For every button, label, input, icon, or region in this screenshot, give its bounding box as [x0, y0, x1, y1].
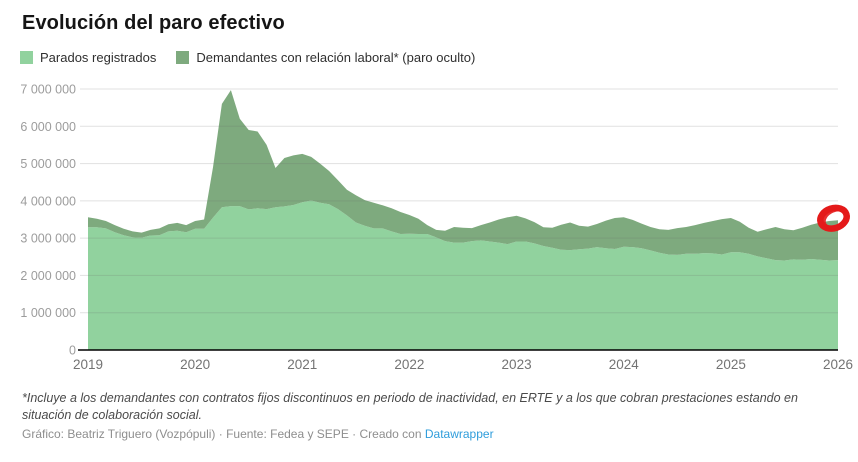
legend-swatch-light-green [20, 51, 33, 64]
chart-title: Evolución del paro efectivo [22, 12, 285, 34]
area-series [88, 90, 838, 350]
svg-text:2025: 2025 [716, 357, 746, 372]
y-axis-labels: 0 1 000 000 2 000 000 3 000 000 4 000 000 5 0… [20, 83, 76, 358]
legend-label-parados: Parados registrados [40, 50, 157, 65]
svg-text:2021: 2021 [287, 357, 317, 372]
svg-text:2024: 2024 [609, 357, 640, 372]
svg-text:2 000 000: 2 000 000 [20, 269, 76, 283]
svg-text:6 000 000: 6 000 000 [20, 120, 76, 134]
svg-text:0: 0 [69, 344, 76, 358]
svg-text:2020: 2020 [180, 357, 210, 372]
svg-text:5 000 000: 5 000 000 [20, 157, 76, 171]
svg-text:2026: 2026 [823, 357, 853, 372]
svg-text:3 000 000: 3 000 000 [20, 232, 76, 246]
svg-text:2022: 2022 [394, 357, 424, 372]
legend-item-demandantes: Demandantes con relación laboral* (paro … [176, 50, 475, 65]
credit-byline: Gráfico: Beatriz Triguero (Vozpópuli) · … [22, 427, 425, 441]
red-circle-annotation [817, 204, 850, 232]
legend-item-parados-registrados: Parados registrados [20, 50, 156, 65]
stacked-area-chart: 0 1 000 000 2 000 000 3 000 000 4 000 000 5 0… [20, 83, 853, 373]
legend-label-demandantes: Demandantes con relación laboral* (paro … [196, 50, 476, 65]
svg-text:4 000 000: 4 000 000 [20, 194, 76, 208]
gridlines [80, 88, 838, 314]
svg-text:2019: 2019 [73, 357, 103, 372]
svg-text:1 000 000: 1 000 000 [20, 306, 76, 320]
credit-line: Gráfico: Beatriz Triguero (Vozpópuli) · … [22, 427, 494, 441]
legend: Parados registrados Demandantes con rela… [20, 50, 475, 65]
legend-swatch-dark-green [176, 51, 190, 64]
datawrapper-link[interactable]: Datawrapper [424, 427, 494, 441]
svg-text:2023: 2023 [502, 357, 532, 372]
svg-text:7 000 000: 7 000 000 [20, 83, 76, 97]
x-axis-labels: 2019 2020 2021 2022 2023 2024 2025 2026 [73, 357, 853, 372]
footnote: *Incluye a los demandantes con contratos… [22, 391, 798, 423]
